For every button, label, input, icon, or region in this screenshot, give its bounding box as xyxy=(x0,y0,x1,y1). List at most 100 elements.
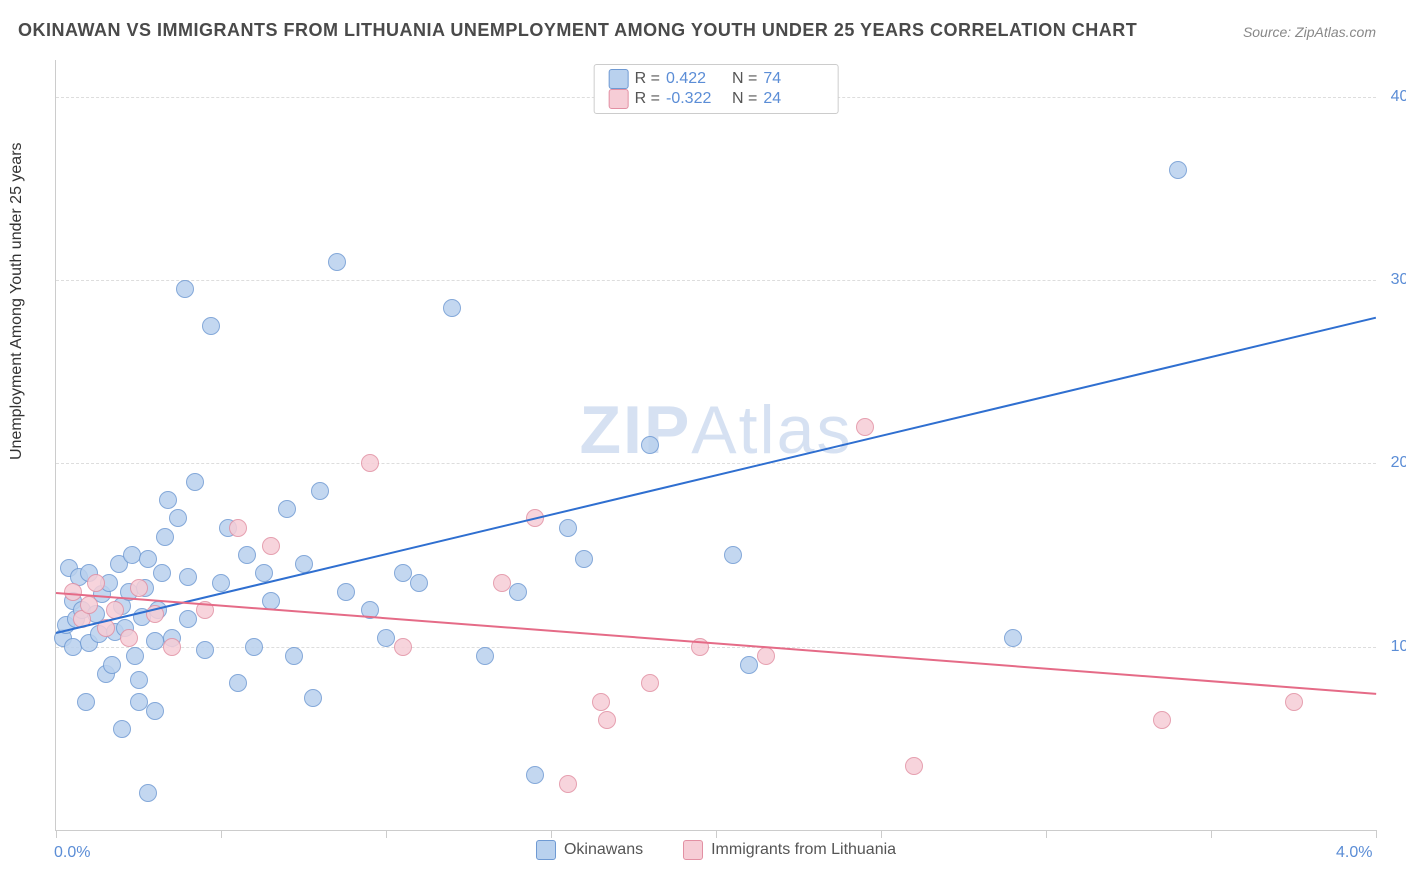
data-point xyxy=(476,647,494,665)
gridline xyxy=(56,280,1376,281)
data-point xyxy=(126,647,144,665)
data-point xyxy=(377,629,395,647)
data-point xyxy=(196,641,214,659)
r-value: 0.422 xyxy=(666,70,726,88)
data-point xyxy=(575,550,593,568)
x-tick xyxy=(881,830,882,838)
r-label: R = xyxy=(635,70,660,88)
data-point xyxy=(1285,693,1303,711)
data-point xyxy=(179,568,197,586)
legend-label: Okinawans xyxy=(564,841,643,859)
series-legend: Okinawans Immigrants from Lithuania xyxy=(56,840,1376,860)
data-point xyxy=(509,583,527,601)
data-point xyxy=(159,491,177,509)
data-point xyxy=(410,574,428,592)
data-point xyxy=(238,546,256,564)
r-value: -0.322 xyxy=(666,90,726,108)
chart-title: OKINAWAN VS IMMIGRANTS FROM LITHUANIA UN… xyxy=(18,20,1137,41)
data-point xyxy=(592,693,610,711)
data-point xyxy=(176,280,194,298)
data-point xyxy=(179,610,197,628)
data-point xyxy=(724,546,742,564)
data-point xyxy=(394,564,412,582)
watermark-atlas: Atlas xyxy=(691,392,852,468)
x-tick xyxy=(1211,830,1212,838)
x-tick xyxy=(1376,830,1377,838)
watermark: ZIPAtlas xyxy=(580,391,853,469)
legend-swatch xyxy=(536,840,556,860)
y-tick-label: 10.0% xyxy=(1391,638,1406,656)
data-point xyxy=(146,632,164,650)
data-point xyxy=(212,574,230,592)
data-point xyxy=(245,638,263,656)
data-point xyxy=(1004,629,1022,647)
x-tick xyxy=(551,830,552,838)
data-point xyxy=(64,583,82,601)
data-point xyxy=(120,629,138,647)
legend-row: R = -0.322 N = 24 xyxy=(609,89,824,109)
data-point xyxy=(163,638,181,656)
data-point xyxy=(559,519,577,537)
data-point xyxy=(905,757,923,775)
legend-swatch xyxy=(609,69,629,89)
data-point xyxy=(156,528,174,546)
data-point xyxy=(229,519,247,537)
legend-item: Okinawans xyxy=(536,840,643,860)
data-point xyxy=(77,693,95,711)
x-tick xyxy=(1046,830,1047,838)
data-point xyxy=(130,671,148,689)
data-point xyxy=(1153,711,1171,729)
watermark-zip: ZIP xyxy=(580,392,692,468)
data-point xyxy=(757,647,775,665)
n-label: N = xyxy=(732,70,757,88)
x-tick xyxy=(221,830,222,838)
n-value: 24 xyxy=(763,90,823,108)
data-point xyxy=(139,550,157,568)
x-tick xyxy=(386,830,387,838)
data-point xyxy=(130,693,148,711)
data-point xyxy=(740,656,758,674)
data-point xyxy=(169,509,187,527)
legend-swatch xyxy=(683,840,703,860)
data-point xyxy=(394,638,412,656)
data-point xyxy=(153,564,171,582)
n-label: N = xyxy=(732,90,757,108)
data-point xyxy=(526,766,544,784)
y-tick-label: 20.0% xyxy=(1391,454,1406,472)
x-tick xyxy=(56,830,57,838)
correlation-legend: R = 0.422 N = 74 R = -0.322 N = 24 xyxy=(594,64,839,114)
data-point xyxy=(278,500,296,518)
y-tick-label: 30.0% xyxy=(1391,271,1406,289)
data-point xyxy=(186,473,204,491)
x-tick xyxy=(716,830,717,838)
data-point xyxy=(361,454,379,472)
data-point xyxy=(328,253,346,271)
data-point xyxy=(103,656,121,674)
data-point xyxy=(64,638,82,656)
data-point xyxy=(641,436,659,454)
source-attribution: Source: ZipAtlas.com xyxy=(1243,24,1376,40)
data-point xyxy=(123,546,141,564)
data-point xyxy=(337,583,355,601)
x-tick-label: 4.0% xyxy=(1336,844,1372,862)
data-point xyxy=(80,596,98,614)
data-point xyxy=(113,720,131,738)
data-point xyxy=(856,418,874,436)
r-label: R = xyxy=(635,90,660,108)
gridline xyxy=(56,463,1376,464)
data-point xyxy=(285,647,303,665)
data-point xyxy=(87,574,105,592)
n-value: 74 xyxy=(763,70,823,88)
legend-label: Immigrants from Lithuania xyxy=(711,841,896,859)
y-tick-label: 40.0% xyxy=(1391,88,1406,106)
data-point xyxy=(202,317,220,335)
chart-container: OKINAWAN VS IMMIGRANTS FROM LITHUANIA UN… xyxy=(0,0,1406,892)
data-point xyxy=(443,299,461,317)
data-point xyxy=(130,579,148,597)
plot-area: ZIPAtlas R =0.422N =74R =-0.322N =24 Oki… xyxy=(55,60,1376,831)
trend-line xyxy=(56,317,1376,634)
data-point xyxy=(641,674,659,692)
legend-swatch xyxy=(609,89,629,109)
data-point xyxy=(493,574,511,592)
data-point xyxy=(229,674,247,692)
